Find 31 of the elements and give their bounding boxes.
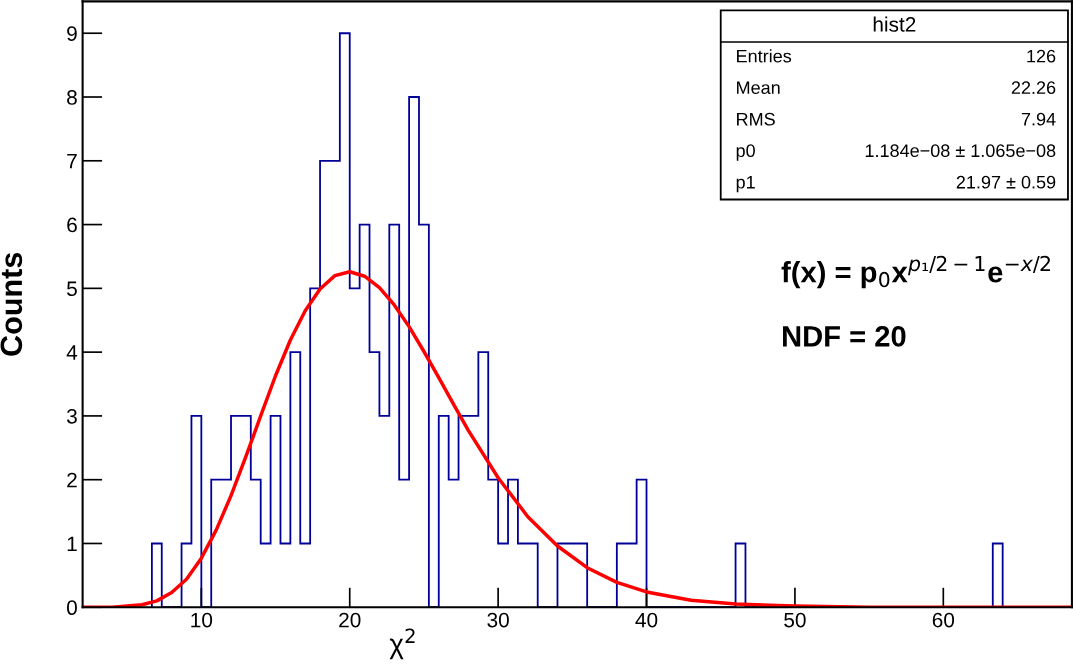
annotation: p1 (736, 175, 755, 193)
y-tick-label: 5 (67, 281, 77, 297)
annotation: NDF = 20 (783, 326, 906, 347)
y-tick-label: 0 (66, 600, 77, 616)
x-tick-label: 30 (487, 612, 509, 628)
annotation: Mean (737, 81, 780, 95)
x-axis-title: χ$^{2}$ (389, 628, 415, 660)
y-tick-label: 6 (67, 217, 77, 233)
y-tick-label: 3 (66, 408, 77, 424)
annotation: f(x) = p$_{0}$x$^{p₁/2−1}$e$^{−x/2}$ (781, 255, 1050, 289)
annotation: 126 (1027, 49, 1056, 63)
x-tick-label: 10 (191, 612, 213, 628)
y-tick-label: 8 (67, 90, 77, 105)
annotation: 1.184e−08 ± 1.065e−08 (865, 144, 1056, 158)
x-tick-label: 40 (635, 612, 658, 628)
annotation: RMS (737, 112, 775, 126)
x-tick-label: 60 (932, 612, 955, 628)
annotation: p0 (736, 144, 755, 161)
x-tick-label: 50 (784, 612, 806, 628)
annotation: Entries (737, 49, 792, 63)
y-tick-label: 7 (67, 154, 77, 169)
x-tick-label: 20 (339, 612, 361, 628)
annotation: 7.94 (1021, 112, 1056, 126)
annotation: hist2 (873, 16, 916, 32)
annotation: 22.26 (1011, 81, 1056, 95)
y-tick-label: 9 (67, 26, 77, 41)
y-tick-label: 4 (66, 345, 78, 360)
y-tick-label: 1 (67, 536, 77, 552)
y-tick-label: 2 (67, 472, 77, 488)
annotation: 21.97 ± 0.59 (956, 175, 1056, 189)
y-axis-title: Counts (0, 252, 23, 356)
